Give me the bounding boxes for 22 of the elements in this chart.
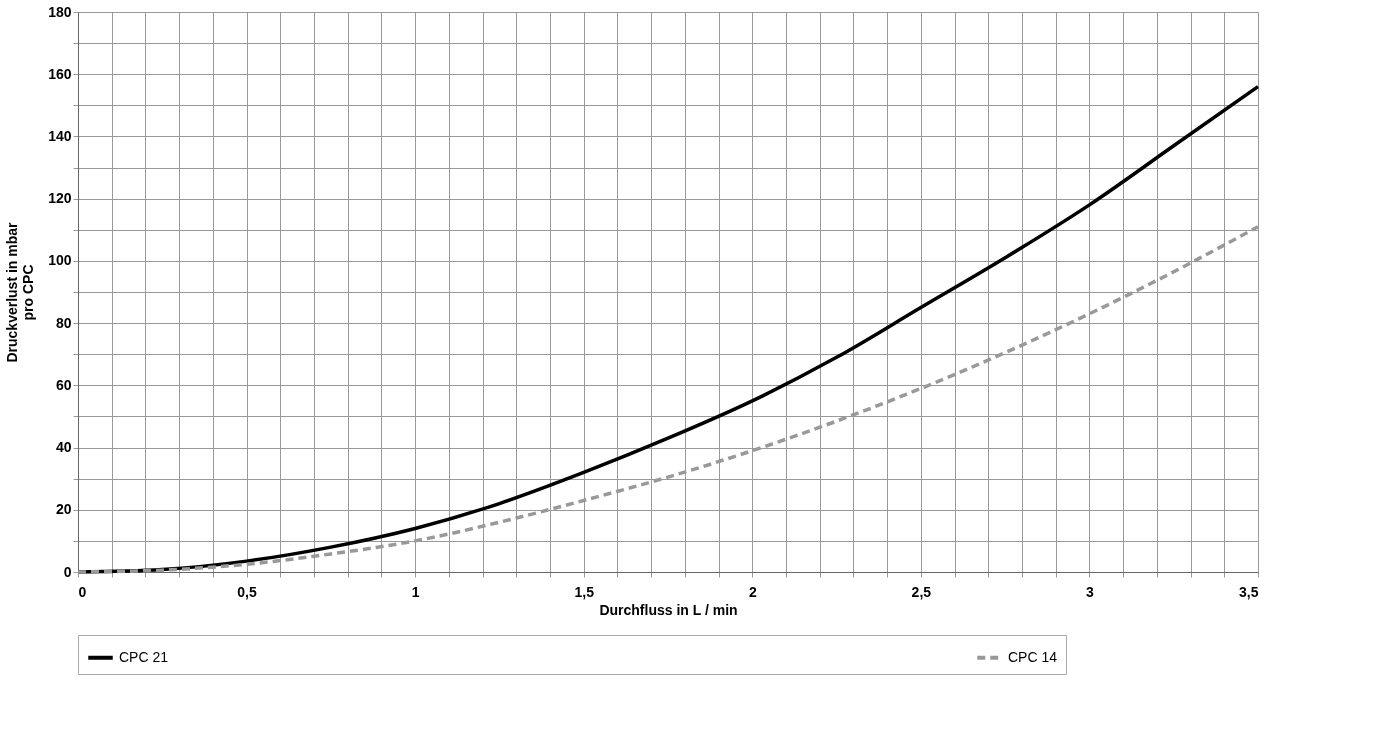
y-tick-label: 60	[55, 376, 72, 393]
y-tick-label: 80	[55, 314, 72, 331]
x-tick-label: 3	[1086, 583, 1095, 600]
x-tick-label: 2	[748, 583, 757, 600]
y-tick-label: 40	[55, 439, 72, 456]
y-tick-label: 140	[48, 127, 72, 144]
y-tick-label: 0	[63, 563, 72, 580]
y-tick-label: 120	[48, 190, 72, 207]
legend-label: CPC 21	[119, 648, 169, 665]
x-axis-title: Durchfluss in L / min	[599, 601, 738, 618]
x-tick-label: 3,5	[1239, 583, 1259, 600]
x-tick-label: 1	[411, 583, 420, 600]
x-tick-label: 2,5	[911, 583, 932, 600]
x-tick-label: 0	[78, 583, 87, 600]
y-axis-title: Druckverlust in mbar pro CPC	[4, 221, 37, 363]
y-tick-label: 100	[48, 252, 72, 269]
legend-label: CPC 14	[1008, 648, 1058, 665]
x-tick-label: 1,5	[574, 583, 595, 600]
y-tick-label: 160	[48, 65, 72, 82]
y-tick-label: 180	[48, 3, 72, 20]
x-tick-label: 0,5	[237, 583, 258, 600]
y-tick-label: 20	[55, 501, 72, 518]
